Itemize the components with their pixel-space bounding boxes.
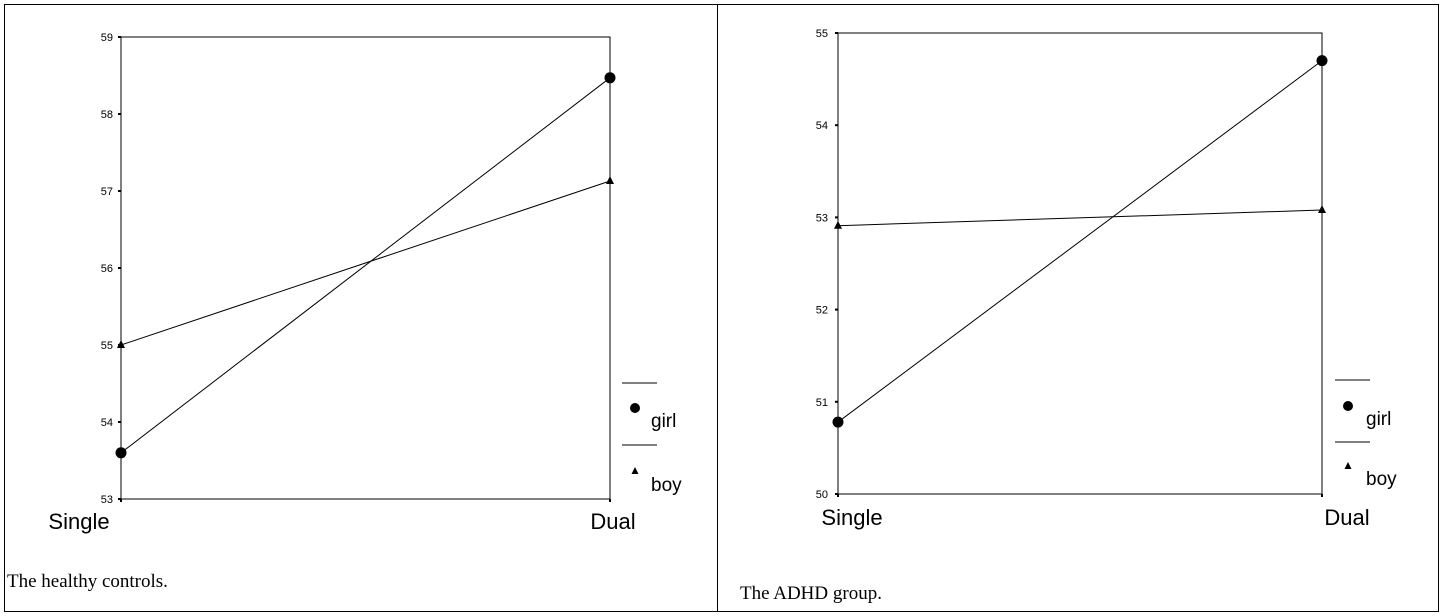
x-category-label: Dual [1324,505,1369,530]
data-point-girl [604,72,616,84]
x-category-label: Single [821,505,882,530]
legend-marker-girl [630,403,640,413]
plot-area [120,36,611,500]
panel-adhd-group: 50 51 52 53 54 55 Single Dual girl boy The ADHD g… [718,5,1438,611]
chart-healthy-controls: 53 54 55 56 57 58 59 Single Dual girl boy [48,32,682,534]
legend-label-girl: girl [1366,409,1391,430]
series-line-girl [837,60,1323,423]
data-point-boy [834,220,842,229]
y-tick-label: 55 [101,340,113,352]
x-category-label: Dual [590,509,635,534]
y-tick-label: 58 [101,109,113,121]
legend-marker-boy [631,467,639,474]
y-tick-label: 59 [101,32,113,44]
data-point-boy [1318,205,1326,214]
data-point-girl [115,447,127,459]
legend-marker-boy [1344,462,1352,469]
y-tick-label: 53 [816,212,828,224]
y-tick-label: 54 [101,417,113,429]
data-point-girl [832,416,844,428]
series-line-boy [120,180,611,346]
chart-adhd-group: 50 51 52 53 54 55 Single Dual girl boy [816,28,1397,530]
y-tick-label: 54 [816,120,828,132]
y-tick-label: 51 [816,397,828,409]
legend-label-boy: boy [651,475,682,496]
panel-healthy-controls: 53 54 55 56 57 58 59 Single Dual girl boy The heal… [5,5,717,611]
plot-area [837,32,1323,495]
y-tick-label: 50 [816,489,828,501]
y-tick-label: 56 [101,263,113,275]
x-category-label: Single [48,509,109,534]
series-line-boy [837,209,1323,227]
y-tick-label: 57 [101,186,113,198]
caption-adhd-group: The ADHD group. [740,583,882,604]
y-tick-label: 53 [101,494,113,506]
legend-label-girl: girl [651,411,676,432]
caption-healthy-controls: The healthy controls. [7,571,168,592]
data-point-boy [606,175,614,184]
legend-marker-girl [1343,401,1353,411]
legend-label-boy: boy [1366,469,1397,490]
data-point-boy [117,340,125,348]
series-line-girl [120,77,611,454]
y-tick-label: 55 [816,28,828,40]
figure-frame [4,4,1439,612]
panel-divider [717,4,718,612]
data-point-girl [1316,55,1328,67]
y-tick-label: 52 [816,305,828,317]
